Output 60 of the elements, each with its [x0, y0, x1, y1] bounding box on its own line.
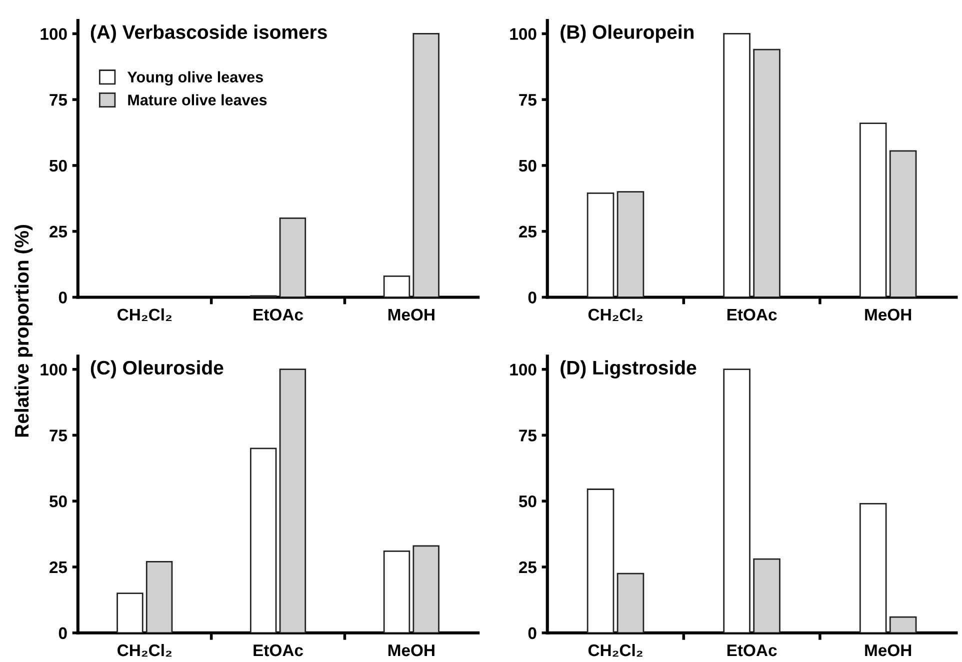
- bar: [753, 48, 780, 298]
- y-tick-label: 100: [510, 28, 536, 40]
- y-tick-label: 0: [58, 292, 67, 304]
- bar: [889, 150, 917, 298]
- bar: [412, 545, 440, 633]
- x-tick-label: CH₂Cl₂: [118, 644, 172, 657]
- chart-title: (D) Ligstroside: [560, 360, 696, 379]
- x-tick-label: MeOH: [865, 308, 912, 321]
- chart-title: (A) Verbascoside isomers: [90, 24, 327, 43]
- x-tick-label: EtOAc: [727, 644, 777, 656]
- x-tick-label: CH₂Cl₂: [588, 308, 642, 321]
- bar: [616, 572, 644, 633]
- bar: [859, 122, 887, 298]
- y-tick-label: 50: [49, 496, 67, 508]
- y-tick-label: 25: [50, 226, 68, 238]
- bar: [146, 561, 173, 633]
- bar: [723, 33, 750, 298]
- x-tick-label: EtOAc: [727, 308, 777, 321]
- chart-title: (C) Oleuroside: [90, 360, 224, 378]
- y-tick-label: 50: [49, 160, 67, 172]
- x-tick-label: CH₂Cl₂: [118, 308, 172, 321]
- bar: [616, 191, 644, 298]
- bar: [412, 33, 440, 298]
- y-tick-label: 100: [40, 28, 67, 40]
- bar: [889, 616, 917, 633]
- chart-title: (B) Oleuropein: [560, 24, 694, 43]
- bar: [586, 192, 614, 298]
- y-tick-label: 25: [519, 561, 536, 574]
- legend-label: Young olive leaves: [127, 71, 263, 86]
- bar: [753, 558, 780, 633]
- bar: [250, 448, 277, 633]
- y-tick-label: 25: [50, 561, 68, 574]
- bar: [279, 217, 306, 298]
- bar: [723, 368, 750, 633]
- y-tick-label: 75: [50, 94, 68, 106]
- y-tick-label: 75: [50, 430, 68, 442]
- y-tick-label: 50: [518, 160, 536, 172]
- bar: [586, 488, 614, 633]
- legend-label: Mature olive leaves: [128, 94, 267, 106]
- bar: [279, 368, 306, 633]
- bar: [383, 550, 410, 633]
- x-tick-label: MeOH: [865, 644, 912, 656]
- x-tick-label: MeOH: [388, 308, 434, 321]
- x-tick-label: EtOAc: [254, 644, 303, 656]
- y-tick-label: 100: [510, 364, 536, 376]
- y-tick-label: 75: [519, 94, 536, 106]
- y-axis-title: Relative proportion (%): [14, 225, 33, 437]
- y-tick-label: 100: [40, 364, 67, 376]
- x-tick-label: MeOH: [388, 644, 434, 656]
- y-tick-label: 0: [528, 627, 536, 640]
- bar: [859, 503, 887, 633]
- y-tick-label: 0: [58, 627, 67, 640]
- bar: [383, 275, 410, 298]
- bar: [116, 592, 144, 633]
- y-tick-label: 0: [528, 292, 536, 304]
- y-tick-label: 50: [518, 496, 536, 508]
- x-tick-label: CH₂Cl₂: [588, 644, 642, 657]
- y-tick-label: 75: [519, 430, 536, 442]
- x-tick-label: EtOAc: [254, 308, 303, 321]
- y-tick-label: 25: [519, 226, 536, 238]
